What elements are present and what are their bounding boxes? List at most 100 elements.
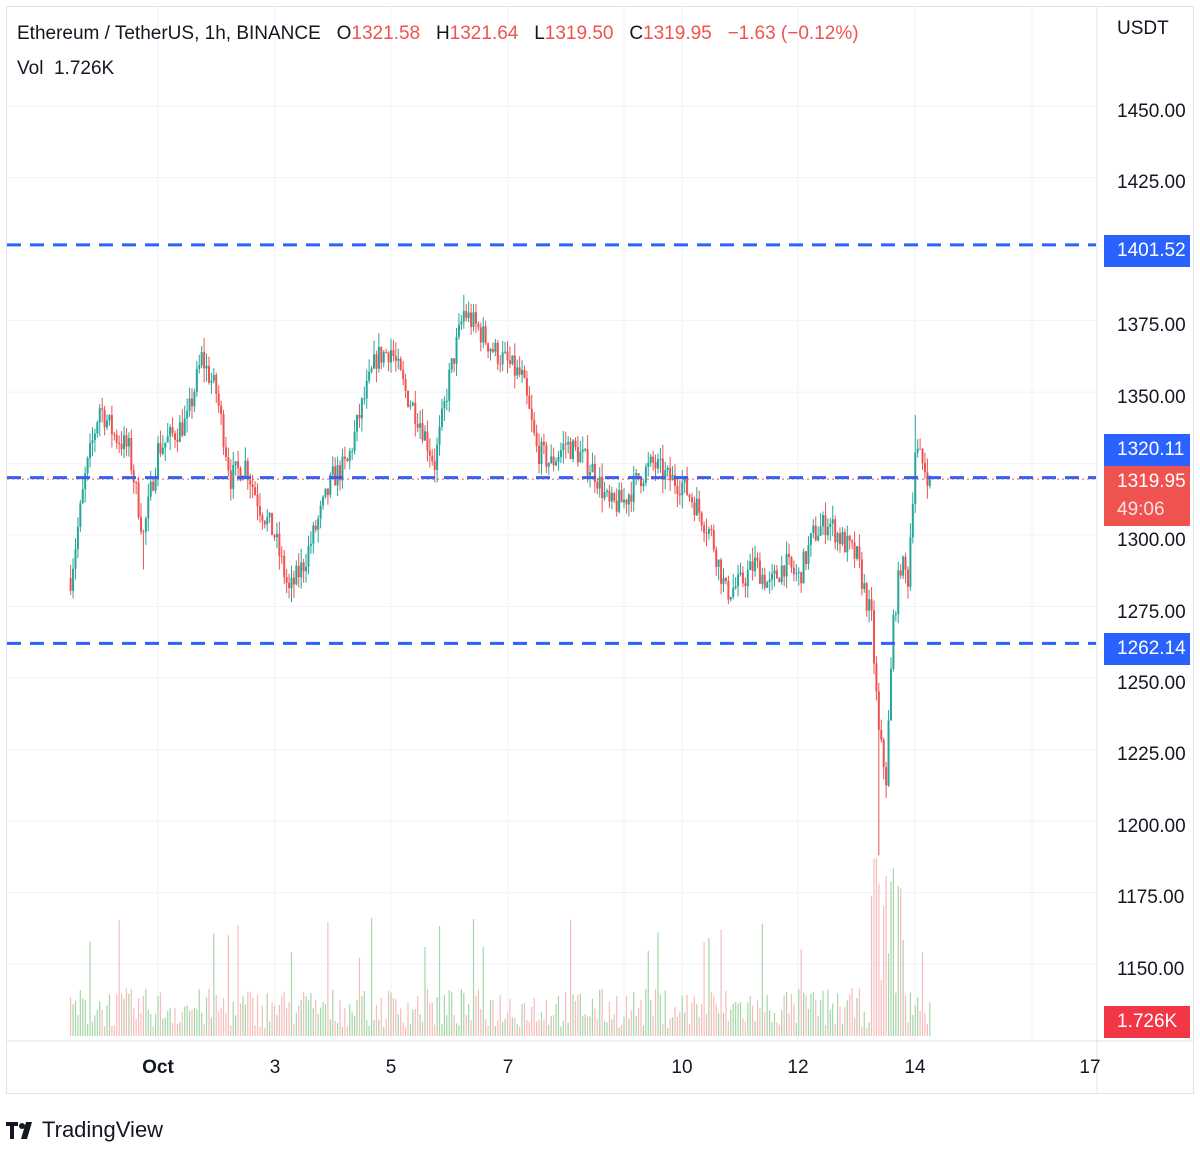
volume-bar	[645, 988, 647, 1036]
candle-body	[783, 565, 786, 577]
volume-bar	[128, 993, 130, 1036]
candle-body	[210, 380, 213, 383]
candle-body	[89, 443, 92, 459]
volume-bar	[788, 1013, 790, 1036]
candle-body	[144, 518, 147, 532]
volume-bar	[708, 937, 710, 1036]
candle-body	[700, 512, 703, 526]
candle-body	[365, 380, 368, 399]
candle-body	[348, 451, 351, 462]
volume-bar	[74, 1000, 77, 1036]
volume-bar	[108, 994, 111, 1036]
candle-body	[722, 578, 725, 584]
candle-body	[739, 572, 742, 575]
volume-bar	[164, 1017, 166, 1036]
volume-bar	[531, 1006, 533, 1036]
candle-body	[620, 489, 623, 503]
price-axis-unit[interactable]: USDT	[1117, 18, 1169, 39]
candle-body	[482, 326, 485, 343]
candle-body	[283, 555, 286, 578]
volume-bar	[220, 1008, 222, 1036]
volume-bar	[793, 1004, 795, 1036]
candle-body	[508, 360, 511, 364]
volume-bar	[402, 1022, 404, 1036]
candle-body	[923, 463, 926, 473]
volume-bar	[395, 999, 397, 1036]
candle-body	[222, 414, 225, 448]
candle-body	[627, 494, 630, 505]
volume-bar	[150, 1014, 152, 1036]
volume-bar	[599, 989, 601, 1036]
volume-bar	[642, 1025, 645, 1036]
candle-body	[673, 474, 676, 487]
candle-body	[644, 466, 647, 483]
volume-bar	[339, 1000, 341, 1036]
volume-bar	[897, 886, 899, 1036]
candle-body	[545, 445, 548, 467]
volume-bar	[261, 1005, 263, 1036]
candle-body	[707, 528, 710, 534]
candle-body	[564, 443, 567, 445]
volume-bar	[640, 999, 642, 1036]
volume-bar	[368, 1026, 370, 1036]
volume-bar	[769, 1010, 771, 1036]
volume-bar	[380, 997, 382, 1036]
candle-body	[69, 578, 72, 591]
candle-body	[307, 545, 310, 567]
candle-body	[613, 493, 616, 501]
volume-bar	[266, 993, 268, 1036]
volume-bar	[778, 1024, 780, 1036]
candle-body	[839, 533, 842, 545]
candle-body	[853, 542, 856, 559]
candle-body	[894, 614, 897, 616]
chart-frame	[6, 6, 1194, 1094]
volume-bar	[781, 1009, 783, 1036]
volume-bar	[147, 1009, 149, 1036]
volume-bar	[130, 988, 132, 1036]
volume-bar	[72, 1004, 74, 1036]
volume-bar	[890, 881, 892, 1036]
candle-body	[863, 583, 866, 589]
tradingview-brand[interactable]: TradingView	[6, 1117, 163, 1143]
candle-body	[173, 433, 176, 440]
candle-body	[766, 582, 769, 588]
volume-bar	[611, 1019, 613, 1036]
symbol-title[interactable]: Ethereum / TetherUS, 1h, BINANCE	[17, 23, 321, 44]
candle-body	[470, 312, 473, 327]
volume-label[interactable]: Vol	[17, 58, 44, 79]
volume-bar	[815, 999, 817, 1036]
volume-bar	[710, 992, 712, 1036]
level-price-label: 1320.11	[1104, 434, 1190, 466]
volume-bar	[361, 996, 363, 1036]
candle-body	[642, 482, 645, 487]
candle-body	[188, 398, 191, 411]
candle-body	[858, 546, 861, 560]
volume-bar	[154, 1013, 157, 1036]
volume-bar	[176, 1023, 179, 1036]
candle-body	[258, 506, 261, 516]
candle-body	[872, 610, 875, 664]
candle-body	[251, 484, 254, 488]
volume-bar	[358, 957, 361, 1036]
volume-bar	[111, 1025, 113, 1036]
candle-body	[741, 572, 744, 584]
volume-bar	[565, 991, 567, 1036]
candle-body	[499, 363, 502, 365]
candle-body	[351, 450, 354, 452]
volume-bar	[766, 995, 768, 1036]
volume-bar	[70, 997, 72, 1036]
volume-bar	[832, 1003, 834, 1036]
candle-body	[93, 433, 96, 441]
volume-bar	[174, 1008, 176, 1036]
candle-body	[135, 482, 138, 484]
candle-body	[423, 431, 426, 441]
volume-bar	[880, 980, 882, 1036]
candle-body	[831, 519, 834, 524]
candle-body	[414, 402, 417, 425]
candle-body	[761, 574, 764, 584]
candle-body	[178, 422, 181, 442]
candle-body	[661, 458, 664, 480]
volume-bar	[159, 992, 162, 1036]
candle-body	[149, 481, 152, 497]
